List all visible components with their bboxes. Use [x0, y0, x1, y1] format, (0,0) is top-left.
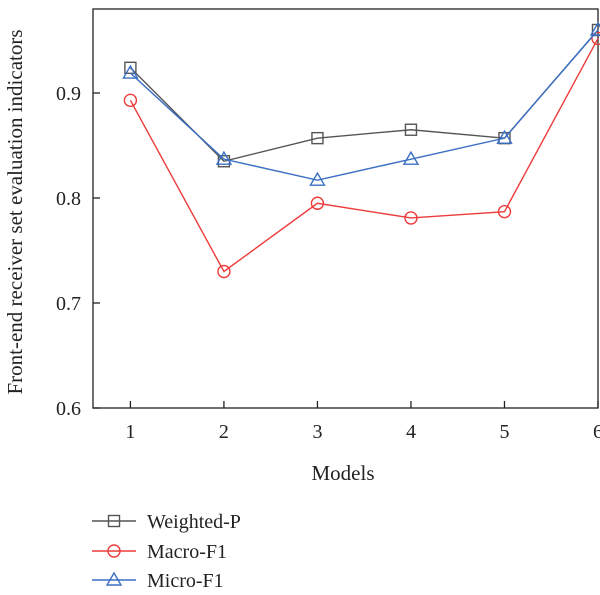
series-micro-f1	[122, 21, 600, 186]
x-tick-label: 6	[593, 421, 600, 443]
data-point-macro-f1	[404, 211, 418, 225]
legend-label: Weighted-P	[147, 511, 241, 533]
data-point-micro-f1	[402, 150, 420, 165]
legend-label: Macro-F1	[147, 541, 227, 563]
data-point-micro-f1	[122, 64, 139, 79]
data-point-macro-f1	[497, 204, 512, 219]
series-macro-f1	[123, 31, 600, 279]
data-point-micro-f1	[215, 150, 233, 165]
plot-area-frame	[92, 8, 599, 409]
x-tick-label: 1	[125, 421, 135, 443]
legend-marker-micro-f1	[105, 571, 123, 586]
x-tick-label: 4	[406, 421, 416, 443]
data-point-micro-f1	[589, 21, 600, 36]
legend-marker-weighted-p	[107, 514, 121, 528]
series-line-macro-f1	[129, 38, 599, 273]
legend-item-macro-f1: Macro-F1	[92, 541, 227, 563]
y-tick-label: 0.6	[56, 398, 81, 420]
data-point-macro-f1	[310, 196, 325, 210]
data-point-weighted-p	[404, 123, 418, 136]
series-weighted-p	[124, 23, 600, 168]
data-point-weighted-p	[311, 131, 324, 145]
x-axis-label: Models	[312, 461, 375, 485]
legend-marker-macro-f1	[107, 544, 121, 558]
legend: Weighted-P Macro-F1 Micro-F1	[92, 511, 241, 592]
x-tick-label: 3	[312, 421, 322, 443]
series-line-weighted-p	[129, 29, 599, 163]
series-line-micro-f1	[129, 29, 599, 181]
series-lines	[122, 21, 600, 279]
data-point-macro-f1	[591, 31, 600, 46]
data-point-macro-f1	[123, 93, 138, 108]
x-tick-label: 5	[499, 421, 509, 443]
y-tick-label: 0.7	[56, 293, 81, 315]
y-axis-ticks: 0.6 0.7 0.8 0.9	[56, 83, 100, 420]
legend-item-micro-f1: Micro-F1	[92, 570, 224, 592]
x-tick-label: 2	[219, 421, 229, 443]
y-axis-label: Front-end receiver set evaluation indica…	[3, 29, 27, 394]
axes	[92, 8, 599, 409]
data-point-micro-f1	[309, 171, 326, 186]
y-tick-label: 0.8	[56, 188, 81, 210]
data-point-macro-f1	[217, 264, 231, 279]
x-axis-ticks: 1 2 3 4 5 6	[125, 401, 600, 443]
data-point-micro-f1	[496, 129, 513, 144]
y-tick-label: 0.9	[56, 83, 81, 105]
legend-label: Micro-F1	[147, 570, 224, 592]
legend-item-weighted-p: Weighted-P	[92, 511, 241, 533]
